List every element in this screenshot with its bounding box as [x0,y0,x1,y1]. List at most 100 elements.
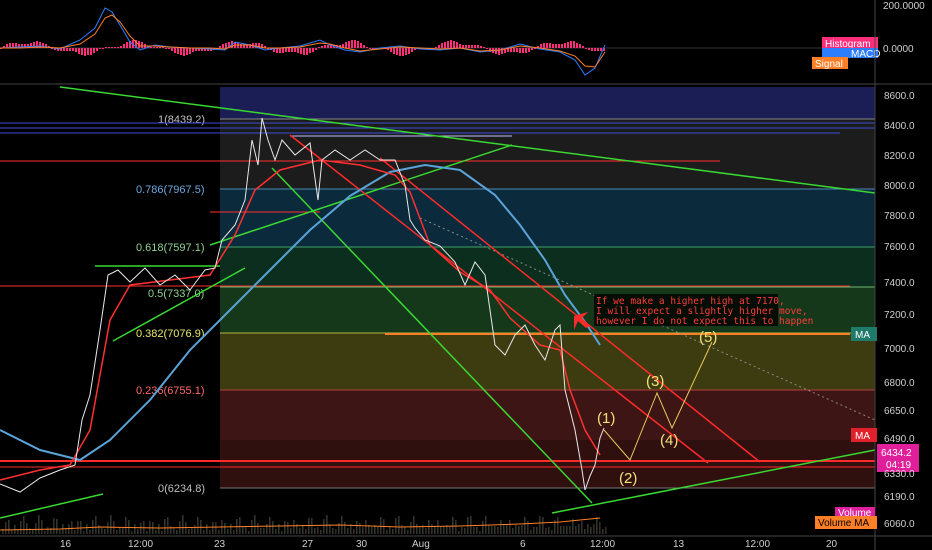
histogram-bar [45,44,47,48]
histogram-bar [324,45,326,48]
volume-ma-tag[interactable]: Volume MA [818,518,869,529]
volume-bar [566,526,568,534]
histogram-bar [288,48,290,52]
price-tick: 8600.0 [884,91,915,102]
histogram-bar [300,48,302,54]
volume-bar [491,526,493,534]
histogram-bar [321,46,323,48]
volume-bar [377,527,379,534]
volume-bar [362,527,364,534]
histogram-bar [579,44,581,48]
volume-bar [242,527,244,534]
histogram-bar [60,48,62,51]
histogram-bar [171,48,173,51]
green-trendlines [0,86,876,519]
histogram-bar [516,48,518,52]
histogram-bar [225,43,227,48]
volume-bar [521,525,523,534]
current-price-bg [877,444,919,472]
wave-label-1: (1) [597,410,615,427]
histogram-bar [84,48,86,56]
histogram-bar [525,48,527,53]
fib-label-1: 1(8439.2) [158,114,205,126]
histogram-bar [66,48,68,51]
histogram-bar [174,48,176,53]
volume-bar [584,529,586,534]
histogram-bar [117,47,119,48]
annotation-note[interactable]: If we make a higher high at 7170, I will… [574,294,813,330]
histogram-bar [186,48,188,55]
volume-bar [359,523,361,534]
histogram-bar [99,48,101,49]
histogram-legend[interactable]: Histogram [825,39,871,50]
volume-bar [47,527,49,534]
histogram-bar [480,46,482,48]
volume-bar [563,526,565,534]
histogram-bar [486,48,488,49]
price-panel[interactable]: 1(8439.2) 0.786(7967.5) 0.618(7597.1) 0.… [0,86,876,534]
volume-bar [299,528,301,534]
volume-bar [530,530,532,534]
histogram-bar [462,45,464,48]
macd-line [0,7,606,76]
histogram-bar [108,47,110,48]
histogram-bar [276,48,278,53]
volume-bar [8,520,10,534]
volume-bar [446,525,448,534]
volume-bar [599,522,601,534]
volume-bar [77,521,79,534]
volume-bar [398,516,400,534]
time-axis[interactable]: 16 12:00 23 27 30 Aug 6 12:00 13 12:00 2… [0,535,932,550]
histogram-bar [312,48,314,52]
volume-bar [605,527,607,534]
histogram-bar [459,44,461,48]
volume-bar [89,530,91,534]
histogram-bar [240,44,242,48]
ma-tag-upper[interactable]: MA [855,330,870,341]
volume-bar [572,519,574,534]
histogram-bar [63,48,65,51]
ma-tag-lower[interactable]: MA [855,431,870,442]
volume-bar [452,517,454,534]
volume-bar [248,531,250,534]
volume-bar [461,527,463,534]
volume-bar [260,528,262,534]
volume-bar [191,527,193,534]
price-tick: 7000.0 [884,344,915,355]
ma-fast [0,159,601,481]
price-axis[interactable]: 8600.0 8400.0 8200.0 8000.0 7800.0 7600.… [815,0,919,550]
volume-bar [5,522,7,534]
volume-ma [0,517,601,531]
histogram-bar [585,48,587,49]
volume-bar [371,527,373,534]
volume-bar [29,528,31,534]
macd-legend[interactable]: MACD [851,49,880,60]
volume-bar [314,528,316,534]
volume-bar [488,525,490,534]
volume-bar [497,527,499,534]
volume-bar [596,517,598,534]
histogram-bar [522,48,524,53]
macd-panel[interactable]: 200.0000 0.0000 Histogram MACD Signal [0,1,932,85]
volume-bar [98,525,100,534]
histogram-bar [357,41,359,48]
signal-legend[interactable]: Signal [815,59,843,70]
volume-bar [35,523,37,534]
histogram-bar [165,48,167,49]
volume-bar [20,521,22,534]
price-tick: 8200.0 [884,151,915,162]
fib-label-0786: 0.786(7967.5) [136,184,205,196]
histogram-bar [408,48,410,54]
time-tick: 12:00 [128,539,153,550]
volume-bar [293,520,295,534]
ma-tag-lower-bg [851,428,877,442]
volume-bar [533,527,535,534]
volume-tag[interactable]: Volume [838,508,872,519]
volume-bar [41,520,43,534]
ma-slow [0,163,601,462]
volume-bar [101,528,103,534]
histogram-bar [21,44,23,48]
histogram-bar [150,47,152,48]
volume-bar [506,525,508,534]
